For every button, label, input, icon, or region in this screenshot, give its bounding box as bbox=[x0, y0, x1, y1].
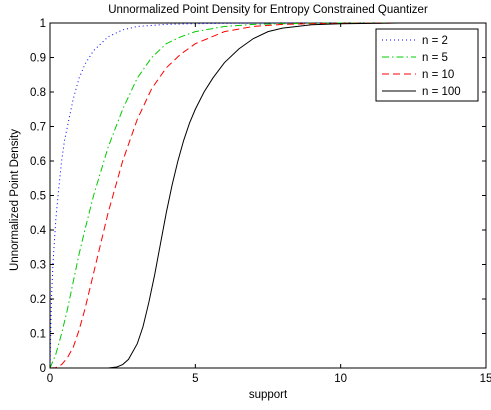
legend-label-2: n = 5 bbox=[422, 52, 448, 64]
y-tick-label: 1 bbox=[40, 18, 46, 30]
y-tick-label: 0.1 bbox=[30, 329, 46, 341]
x-tick-label: 10 bbox=[334, 373, 347, 385]
y-tick-label: 0.2 bbox=[30, 294, 46, 306]
series-line-3 bbox=[49, 22, 486, 369]
legend-box bbox=[375, 28, 479, 102]
series-line-4 bbox=[50, 22, 486, 369]
x-tick-label: 5 bbox=[192, 373, 198, 385]
y-tick-label: 0.6 bbox=[30, 156, 46, 168]
y-tick-label: 0.3 bbox=[30, 260, 46, 272]
legend: n = 2 n = 5 n = 10 n = 100 bbox=[375, 28, 479, 102]
x-tick-label: 15 bbox=[480, 373, 491, 385]
x-tick-label: 0 bbox=[47, 373, 53, 385]
x-axis-label: support bbox=[249, 389, 288, 401]
y-tick-label: 0 bbox=[40, 363, 46, 375]
y-tick-label: 0.8 bbox=[30, 87, 46, 99]
y-tick-label: 0.4 bbox=[30, 225, 47, 237]
y-tick-label: 0.7 bbox=[30, 122, 46, 134]
legend-label-4: n = 100 bbox=[422, 86, 461, 98]
legend-label-1: n = 2 bbox=[422, 35, 448, 47]
chart-title: Unnormalized Point Density for Entropy C… bbox=[108, 4, 428, 16]
y-tick-label: 0.9 bbox=[30, 53, 46, 65]
legend-label-3: n = 10 bbox=[422, 69, 454, 81]
ticks-layer: 0 5 10 15 0 0.1 0.2 0.3 0.4 0.5 0.6 0.7 0.8 0.9 1 bbox=[30, 18, 491, 385]
series-layer bbox=[49, 22, 486, 369]
y-axis-label: Unnormalized Point Density bbox=[9, 129, 21, 271]
y-tick-label: 0.5 bbox=[30, 191, 46, 203]
